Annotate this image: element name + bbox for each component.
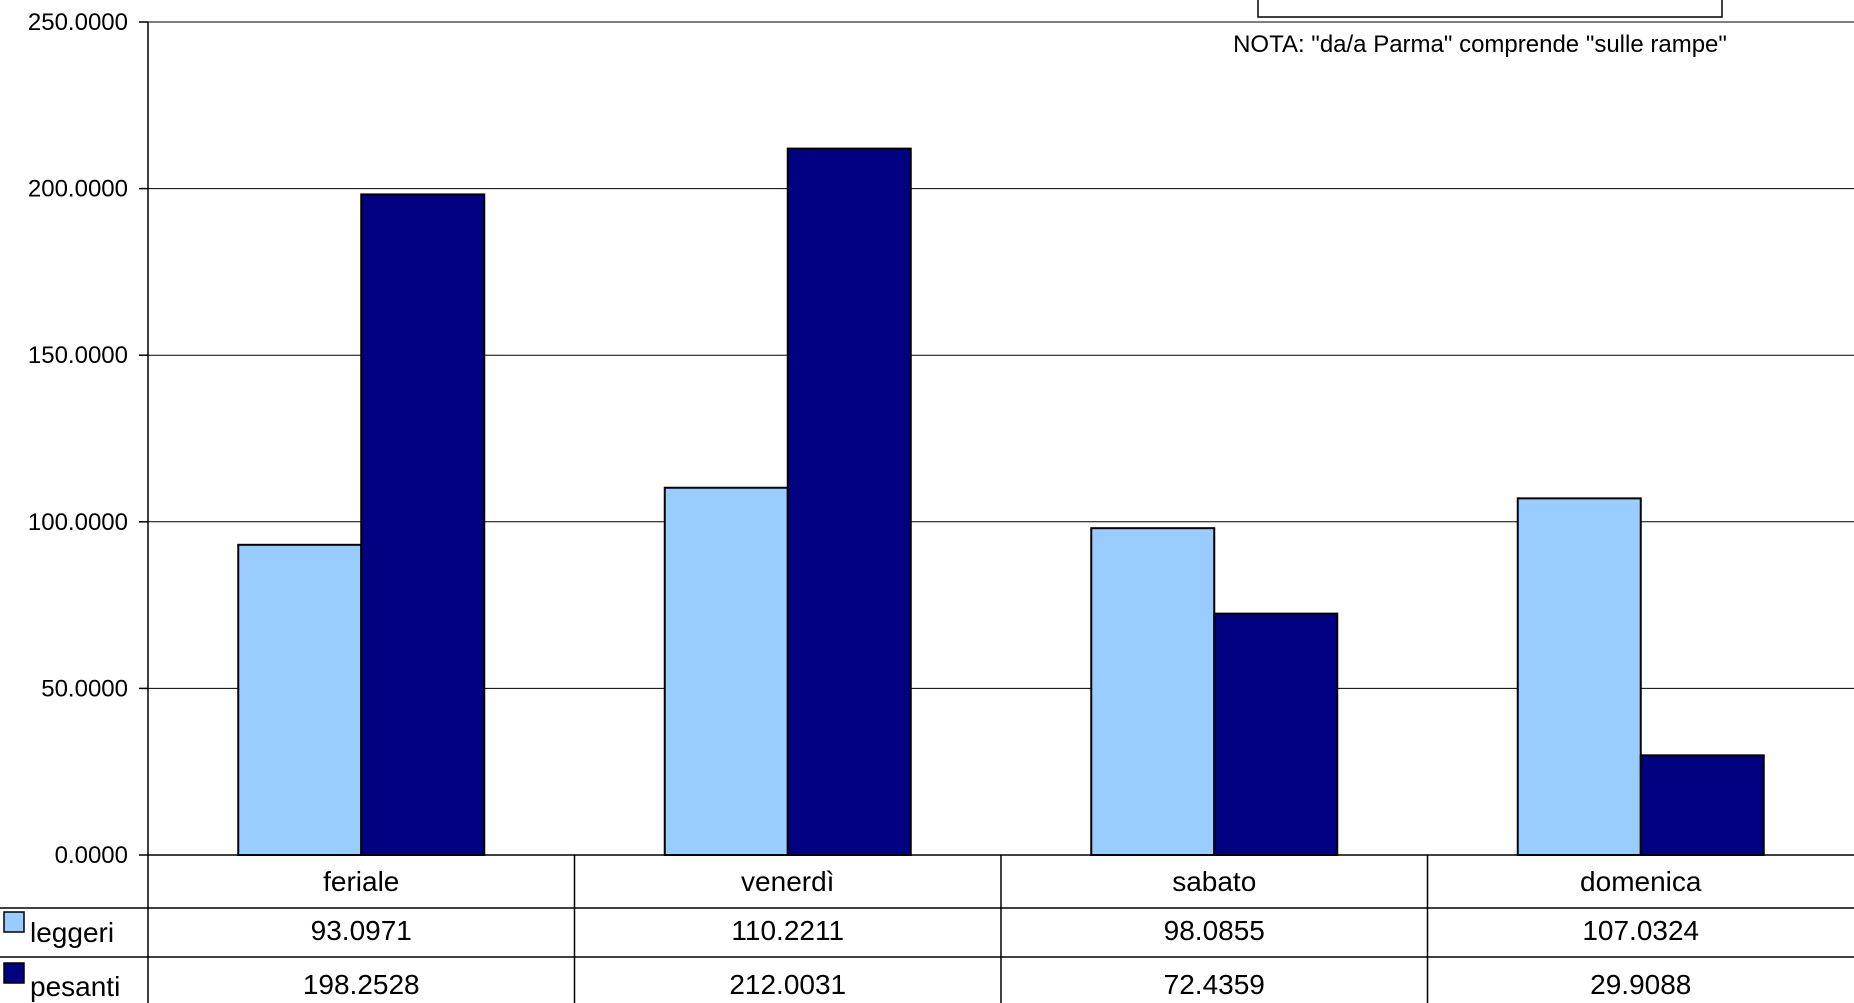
bar-pesanti-3 — [1639, 754, 1765, 856]
y-axis-tick-label: 50.0000 — [41, 675, 128, 702]
bar-leggeri-1 — [663, 486, 789, 856]
y-axis-tick-labels: 0.0000 50.0000 100.0000 150.0000 200.0000 250… — [28, 9, 128, 869]
bar-leggeri-0 — [237, 543, 363, 856]
bar-leggeri-2 — [1090, 527, 1216, 857]
table-cell-value: 98.0855 — [1164, 915, 1265, 946]
bar-pesanti-0 — [360, 193, 486, 856]
table-cell-value: 72.4359 — [1164, 969, 1265, 1000]
y-axis-tick-label: 0.0000 — [55, 842, 128, 869]
y-axis-tick-label: 200.0000 — [28, 176, 128, 203]
y-axis-tick-label: 250.0000 — [28, 9, 128, 36]
legend-label-leggeri: leggeri — [30, 917, 114, 948]
data-table: feriale venerdì sabato domenica leggeri 93.09… — [0, 855, 1854, 1003]
category-label: sabato — [1172, 866, 1256, 897]
legend-box-partial — [1257, 0, 1723, 18]
bar-leggeri-3 — [1516, 497, 1642, 856]
table-cell-value: 29.9088 — [1590, 969, 1691, 1000]
category-label: domenica — [1580, 866, 1702, 897]
table-cell-value: 212.0031 — [729, 969, 846, 1000]
category-label: venerdì — [741, 866, 834, 897]
legend-key-leggeri — [3, 911, 25, 933]
table-cell-value: 198.2528 — [303, 969, 420, 1000]
note-annotation: NOTA: "da/a Parma" comprende "sulle ramp… — [1233, 31, 1727, 58]
bar-pesanti-2 — [1213, 612, 1339, 856]
y-axis-tick-label: 100.0000 — [28, 509, 128, 536]
category-label: feriale — [323, 866, 399, 897]
bar-pesanti-1 — [786, 147, 912, 857]
legend-key-pesanti — [3, 962, 25, 984]
legend-label-pesanti: pesanti — [30, 971, 120, 1002]
y-axis-tick-label: 150.0000 — [28, 342, 128, 369]
table-cell-value: 110.2211 — [731, 915, 844, 946]
table-cell-value: 107.0324 — [1582, 915, 1699, 946]
bars — [237, 147, 1765, 857]
table-cell-value: 93.0971 — [311, 915, 412, 946]
